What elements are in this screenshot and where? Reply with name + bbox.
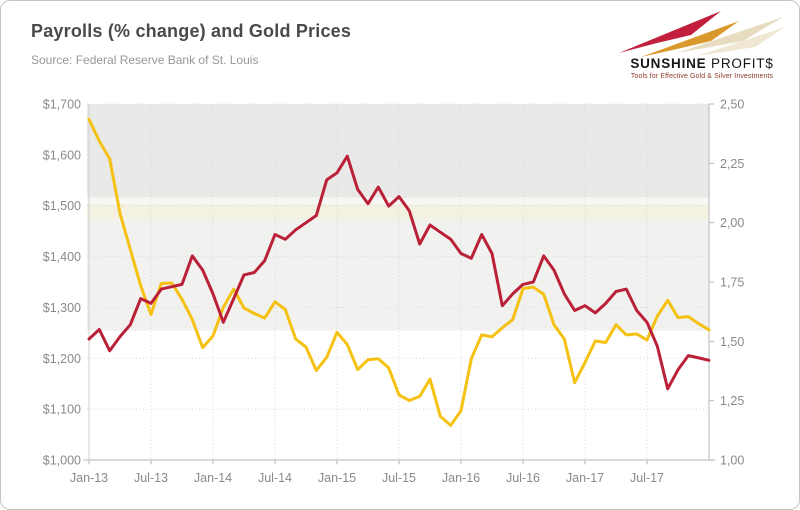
logo-name: SUNSHINE PROFIT$ — [613, 57, 791, 71]
right-axis-label: 1,25 — [720, 394, 744, 408]
left-axis-label: $1,700 — [43, 98, 81, 112]
logo-name-sunshine: SUNSHINE — [630, 56, 712, 71]
left-axis-label: $1,300 — [43, 301, 81, 315]
right-axis-label: 1,00 — [720, 454, 744, 468]
right-axis-label: 2,25 — [720, 157, 744, 171]
x-axis-label: Jul-16 — [506, 471, 540, 485]
x-axis-label: Jul-13 — [134, 471, 168, 485]
chart-title: Payrolls (% change) and Gold Prices — [31, 21, 352, 41]
logo-red-dart — [619, 11, 721, 53]
x-axis-label: Jan-15 — [318, 471, 356, 485]
left-axis-label: $1,000 — [43, 454, 81, 468]
right-axis-label: 2,00 — [720, 216, 744, 230]
left-axis-label: $1,600 — [43, 148, 81, 162]
x-axis-label: Jan-13 — [70, 471, 108, 485]
x-axis-label: Jul-15 — [382, 471, 416, 485]
plot-background-band — [87, 204, 709, 220]
payrolls-line — [87, 154, 711, 391]
left-axis-label: $1,200 — [43, 352, 81, 366]
sunshine-profits-logo: SUNSHINE PROFIT$ Tools for Effective Gol… — [613, 9, 791, 80]
chart-source: Source: Federal Reserve Bank of St. Loui… — [31, 53, 259, 67]
gold-price-line — [87, 117, 711, 427]
left-axis-label: $1,400 — [43, 250, 81, 264]
right-axis-label: 2,50 — [720, 98, 744, 112]
right-axis-label: 1,50 — [720, 335, 744, 349]
x-axis-label: Jul-14 — [258, 471, 292, 485]
left-axis-label: $1,100 — [43, 403, 81, 417]
logo-echo-dart — [697, 27, 785, 56]
logo-name-profits: PROFIT$ — [711, 56, 774, 71]
x-axis-label: Jan-17 — [566, 471, 604, 485]
right-axis-label: 1,75 — [720, 276, 744, 290]
logo-echo-dart — [677, 17, 783, 53]
plot-background-band — [87, 197, 709, 205]
logo-gold-dart — [641, 21, 739, 57]
plot-background-band — [87, 219, 709, 331]
logo-darts-icon — [619, 11, 785, 57]
left-axis-label: $1,500 — [43, 199, 81, 213]
plot-background-band — [87, 104, 709, 198]
x-axis-label: Jul-17 — [630, 471, 664, 485]
x-axis-label: Jan-14 — [194, 471, 232, 485]
logo-tagline: Tools for Effective Gold & Silver Invest… — [630, 73, 774, 80]
x-axis-label: Jan-16 — [442, 471, 480, 485]
